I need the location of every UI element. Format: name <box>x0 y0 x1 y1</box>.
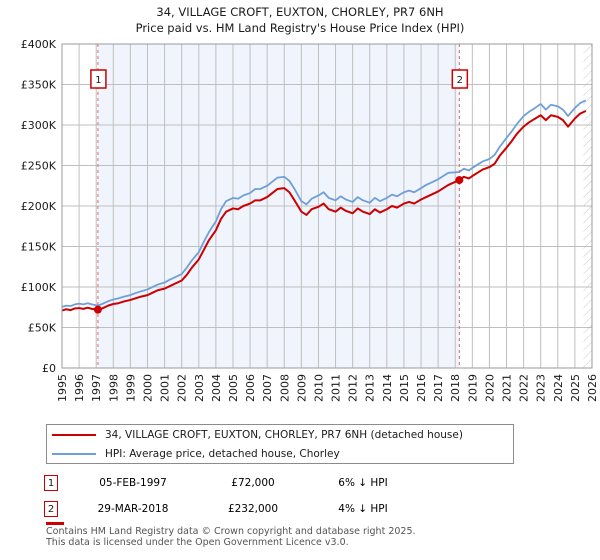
chart-legend: 34, VILLAGE CROFT, EUXTON, CHORLEY, PR7 … <box>46 424 514 464</box>
svg-text:2017: 2017 <box>432 374 445 402</box>
title-line-1: 34, VILLAGE CROFT, EUXTON, CHORLEY, PR7 … <box>156 5 444 19</box>
grid-lines <box>62 43 593 369</box>
transaction-point-1[interactable] <box>93 305 102 314</box>
title-line-2: Price paid vs. HM Land Registry's House … <box>135 21 465 35</box>
svg-text:£50K: £50K <box>28 322 57 335</box>
svg-text:2022: 2022 <box>518 374 531 402</box>
svg-text:2023: 2023 <box>535 374 548 402</box>
svg-text:2012: 2012 <box>347 374 360 402</box>
svg-text:2019: 2019 <box>466 374 479 402</box>
svg-text:2010: 2010 <box>312 374 325 402</box>
legend-swatch-price-paid <box>52 433 96 436</box>
svg-text:2025: 2025 <box>569 374 582 402</box>
svg-text:£200K: £200K <box>21 200 57 213</box>
svg-text:1996: 1996 <box>73 374 86 402</box>
svg-text:2018: 2018 <box>449 374 462 402</box>
svg-text:1995: 1995 <box>56 374 69 402</box>
svg-text:£0: £0 <box>42 362 56 375</box>
svg-text:1: 1 <box>95 75 101 86</box>
price-paid-line <box>62 110 587 312</box>
svg-text:2015: 2015 <box>398 374 411 402</box>
footer-line-1: Contains HM Land Registry data © Crown c… <box>46 526 416 537</box>
svg-text:2002: 2002 <box>176 374 189 402</box>
transaction-point-2[interactable] <box>455 176 464 185</box>
svg-text:£100K: £100K <box>21 281 57 294</box>
svg-text:2001: 2001 <box>159 374 172 402</box>
marker-badge-2[interactable] <box>451 69 469 89</box>
svg-text:£150K: £150K <box>21 241 57 254</box>
svg-text:2024: 2024 <box>552 374 565 402</box>
price-history-chart: £0 £50K £100K £150K £200K £250K £300K £350K £400… <box>21 38 599 402</box>
svg-text:2008: 2008 <box>278 374 291 402</box>
svg-text:2016: 2016 <box>415 374 428 402</box>
footer-attribution: Contains HM Land Registry data © Crown c… <box>46 526 586 548</box>
y-axis-labels: £0 £50K £100K £150K £200K £250K £300K £350K £400… <box>21 38 57 375</box>
transaction-hpi-delta-1: 6% ↓ HPI <box>338 477 388 489</box>
transaction-badge-2[interactable]: 2 <box>44 501 58 517</box>
marker-badge-1[interactable] <box>90 69 107 89</box>
svg-text:2006: 2006 <box>244 374 257 402</box>
transaction-price-1: £72,000 <box>231 477 275 489</box>
hpi-average-line <box>62 99 587 308</box>
table-row[interactable]: 2 29-MAR-2018 £232,000 4% ↓ HPI <box>44 496 474 522</box>
legend-item-price-paid: 34, VILLAGE CROFT, EUXTON, CHORLEY, PR7 … <box>47 425 513 444</box>
transactions-table: 1 05-FEB-1997 £72,000 6% ↓ HPI 2 29-MAR-… <box>44 470 474 522</box>
svg-text:2021: 2021 <box>501 374 514 402</box>
legend-label-price-paid: 34, VILLAGE CROFT, EUXTON, CHORLEY, PR7 … <box>105 428 463 441</box>
svg-text:2014: 2014 <box>381 374 394 402</box>
legend-item-hpi: HPI: Average price, detached house, Chor… <box>47 444 513 463</box>
legend-swatch-hpi <box>52 452 96 455</box>
svg-text:2003: 2003 <box>193 374 206 402</box>
plot-frame <box>61 43 593 369</box>
footer-line-2: This data is licensed under the Open Gov… <box>46 537 349 548</box>
table-row[interactable]: 1 05-FEB-1997 £72,000 6% ↓ HPI <box>44 470 474 496</box>
footer-divider <box>46 522 64 525</box>
svg-text:2013: 2013 <box>364 374 377 402</box>
svg-text:£250K: £250K <box>21 160 57 173</box>
page-title: 34, VILLAGE CROFT, EUXTON, CHORLEY, PR7 … <box>0 0 600 36</box>
svg-text:1997: 1997 <box>90 374 103 402</box>
svg-text:2000: 2000 <box>141 374 154 402</box>
svg-text:2007: 2007 <box>261 374 274 402</box>
transaction-hpi-delta-2: 4% ↓ HPI <box>338 503 388 515</box>
svg-text:2004: 2004 <box>210 374 223 402</box>
svg-text:£300K: £300K <box>21 119 57 132</box>
svg-text:£350K: £350K <box>21 79 57 92</box>
svg-text:2020: 2020 <box>483 374 496 402</box>
legend-label-hpi: HPI: Average price, detached house, Chor… <box>105 447 340 460</box>
transaction-badge-1[interactable]: 1 <box>44 475 58 491</box>
svg-text:2009: 2009 <box>295 374 308 402</box>
x-axis-labels: 1995 1996 1997 1998 1999 2000 2001 2002 2003 2004… <box>56 374 599 402</box>
transaction-price-2: £232,000 <box>227 503 279 515</box>
transaction-date-1: 05-FEB-1997 <box>99 477 167 489</box>
svg-text:1999: 1999 <box>124 374 137 402</box>
svg-text:2: 2 <box>457 75 463 86</box>
svg-text:2005: 2005 <box>227 374 240 402</box>
svg-text:£400K: £400K <box>21 38 57 51</box>
svg-text:2011: 2011 <box>330 374 343 402</box>
svg-text:2026: 2026 <box>586 374 599 402</box>
svg-text:1998: 1998 <box>107 374 120 402</box>
transaction-date-2: 29-MAR-2018 <box>97 503 169 515</box>
